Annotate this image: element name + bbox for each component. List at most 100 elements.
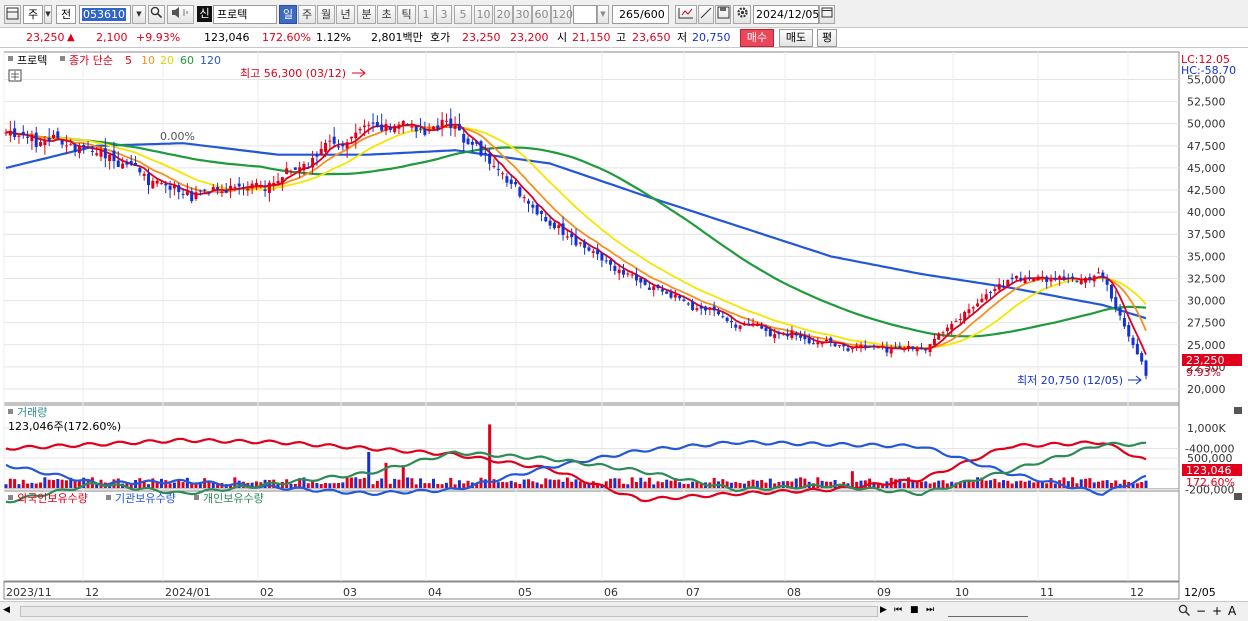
candle-body	[263, 189, 267, 192]
gear-icon[interactable]	[733, 5, 751, 24]
y-tick-label: 27,500	[1187, 317, 1226, 330]
candle-body	[1006, 279, 1010, 287]
chart-tool-icon[interactable]	[675, 5, 697, 24]
calendar-icon[interactable]	[819, 5, 835, 24]
candle-body	[414, 126, 418, 132]
search-icon[interactable]	[148, 5, 165, 24]
candle-body	[1019, 277, 1023, 281]
volume-bar	[803, 478, 807, 488]
stock-chart[interactable]: 55,000 52,500 50,000 47,500 45,000 42,500 40,0…	[0, 50, 1248, 602]
draw-line-icon[interactable]	[698, 5, 714, 24]
scroll-left-icon[interactable]: ◀	[3, 605, 10, 615]
date-value: 2024/12/05	[756, 8, 820, 21]
candle-body	[937, 333, 941, 340]
period-week[interactable]: 주	[298, 5, 316, 24]
interval-60[interactable]: 60	[532, 5, 551, 24]
candle-body	[1144, 360, 1148, 376]
change-rate: +9.93%	[136, 31, 181, 44]
period-tick[interactable]: 틱	[397, 5, 416, 24]
interval-120[interactable]: 120	[551, 5, 573, 24]
zoom-slider[interactable]	[948, 606, 1028, 617]
candle-body	[311, 158, 315, 168]
legend-prefix: 종가 단순	[69, 54, 113, 67]
volume-bar	[660, 482, 664, 488]
speaker-icon[interactable]	[167, 5, 194, 24]
period-year[interactable]: 년	[336, 5, 355, 24]
holding-close-icon[interactable]	[1234, 493, 1242, 500]
volume-bar	[1109, 483, 1113, 488]
candle-body	[1140, 353, 1144, 362]
scroll-right-icon[interactable]: ▶	[880, 605, 887, 615]
y-tick-label: 42,500	[1187, 184, 1226, 197]
market-type-dropdown-icon[interactable]: ▼	[44, 5, 52, 24]
candle-body	[1062, 276, 1066, 279]
candle-body	[609, 260, 613, 265]
volume-bar	[233, 477, 237, 488]
volume-bar	[617, 478, 621, 488]
candle-body	[168, 185, 172, 190]
interval-10[interactable]: 10	[474, 5, 493, 24]
buy-button[interactable]: 매수	[740, 29, 774, 47]
volume-bar	[984, 480, 988, 488]
eval-button[interactable]: 평	[817, 29, 837, 47]
holding-y-tick: -200,000	[1185, 484, 1234, 497]
date-input[interactable]: 2024/12/05	[753, 5, 819, 24]
prev-button[interactable]: 전	[56, 5, 76, 24]
volume-bar	[311, 480, 315, 488]
candle-body	[1066, 277, 1070, 279]
volume-bar	[578, 481, 582, 488]
candle-body	[565, 236, 569, 238]
volume-bar	[475, 483, 479, 488]
stock-name-field[interactable]: 프로텍	[213, 5, 277, 24]
scroll-track[interactable]	[20, 606, 878, 617]
period-month[interactable]: 월	[317, 5, 335, 24]
x-tick-label: 03	[343, 586, 357, 599]
interval-3[interactable]: 3	[436, 5, 452, 24]
volume-close-icon[interactable]	[1234, 407, 1242, 414]
candle-body	[665, 291, 669, 294]
volume-bar	[73, 480, 77, 488]
volume-bar	[142, 481, 146, 488]
save-icon[interactable]	[715, 5, 731, 24]
interval-input[interactable]	[573, 5, 597, 24]
volume-bar	[833, 479, 837, 488]
period-minute[interactable]: 분	[357, 5, 376, 24]
candle-body	[8, 130, 12, 136]
candle-body	[82, 145, 86, 148]
candle-body	[509, 179, 513, 185]
high-arrow-icon	[352, 68, 366, 78]
interval-30[interactable]: 30	[513, 5, 532, 24]
x-tick-label: 06	[604, 586, 618, 599]
zoom-search-icon[interactable]	[1178, 604, 1192, 618]
volume-bar	[1032, 482, 1036, 488]
volume-bar	[1045, 483, 1049, 488]
zoom-out-icon[interactable]: −	[1196, 604, 1207, 618]
candle-body	[1127, 325, 1131, 337]
period-day[interactable]: 일	[279, 5, 297, 24]
sell-button[interactable]: 매도	[779, 29, 813, 47]
candle-body	[885, 346, 889, 353]
zoom-in-icon[interactable]: +	[1212, 604, 1223, 618]
candle-body	[552, 222, 556, 229]
code-dropdown-icon[interactable]: ▼	[132, 5, 146, 24]
stop-icon[interactable]: ■	[910, 605, 919, 615]
market-type-select[interactable]: 주	[23, 5, 43, 24]
candle-body	[384, 124, 388, 131]
interval-20[interactable]: 20	[494, 5, 513, 24]
interval-5[interactable]: 5	[454, 5, 472, 24]
candle-body	[216, 186, 220, 190]
volume-bar	[349, 477, 353, 488]
interval-dropdown-icon[interactable]: ▼	[597, 5, 609, 24]
period-second[interactable]: 초	[377, 5, 396, 24]
volume-bar	[21, 479, 25, 488]
window-menu-icon[interactable]	[4, 5, 21, 24]
candle-body	[911, 346, 915, 350]
count-input[interactable]: 265/600	[612, 5, 669, 24]
interval-1[interactable]: 1	[418, 5, 434, 24]
stock-code-input[interactable]: 053610	[79, 5, 131, 24]
rewind-icon[interactable]: ⏮	[894, 605, 903, 615]
forward-icon[interactable]: ⏭	[926, 605, 935, 615]
font-size-icon[interactable]: A	[1228, 604, 1237, 618]
candle-body	[1122, 317, 1126, 327]
candle-body	[950, 323, 954, 330]
